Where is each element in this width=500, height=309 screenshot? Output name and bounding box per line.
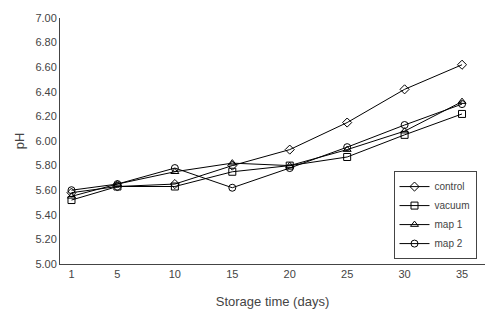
svg-text:5.20: 5.20 — [35, 233, 56, 245]
svg-text:5.00: 5.00 — [35, 258, 56, 270]
svg-text:pH: pH — [12, 133, 27, 150]
svg-text:1: 1 — [68, 268, 74, 280]
svg-text:Storage time (days): Storage time (days) — [216, 294, 329, 309]
svg-text:30: 30 — [398, 268, 410, 280]
svg-text:6.40: 6.40 — [35, 86, 56, 98]
svg-text:map 1: map 1 — [435, 219, 463, 230]
svg-text:map 2: map 2 — [435, 238, 463, 249]
svg-text:10: 10 — [169, 268, 181, 280]
svg-text:6.80: 6.80 — [35, 36, 56, 48]
svg-text:5.80: 5.80 — [35, 159, 56, 171]
svg-text:vacuum: vacuum — [435, 200, 470, 211]
svg-text:20: 20 — [284, 268, 296, 280]
svg-text:control: control — [435, 181, 465, 192]
svg-text:5.40: 5.40 — [35, 209, 56, 221]
svg-text:5: 5 — [114, 268, 120, 280]
svg-text:35: 35 — [456, 268, 468, 280]
svg-text:25: 25 — [341, 268, 353, 280]
svg-text:6.60: 6.60 — [35, 61, 56, 73]
svg-text:7.00: 7.00 — [35, 12, 56, 24]
svg-text:6.00: 6.00 — [35, 135, 56, 147]
svg-text:15: 15 — [226, 268, 238, 280]
svg-text:5.60: 5.60 — [35, 184, 56, 196]
svg-text:6.20: 6.20 — [35, 110, 56, 122]
